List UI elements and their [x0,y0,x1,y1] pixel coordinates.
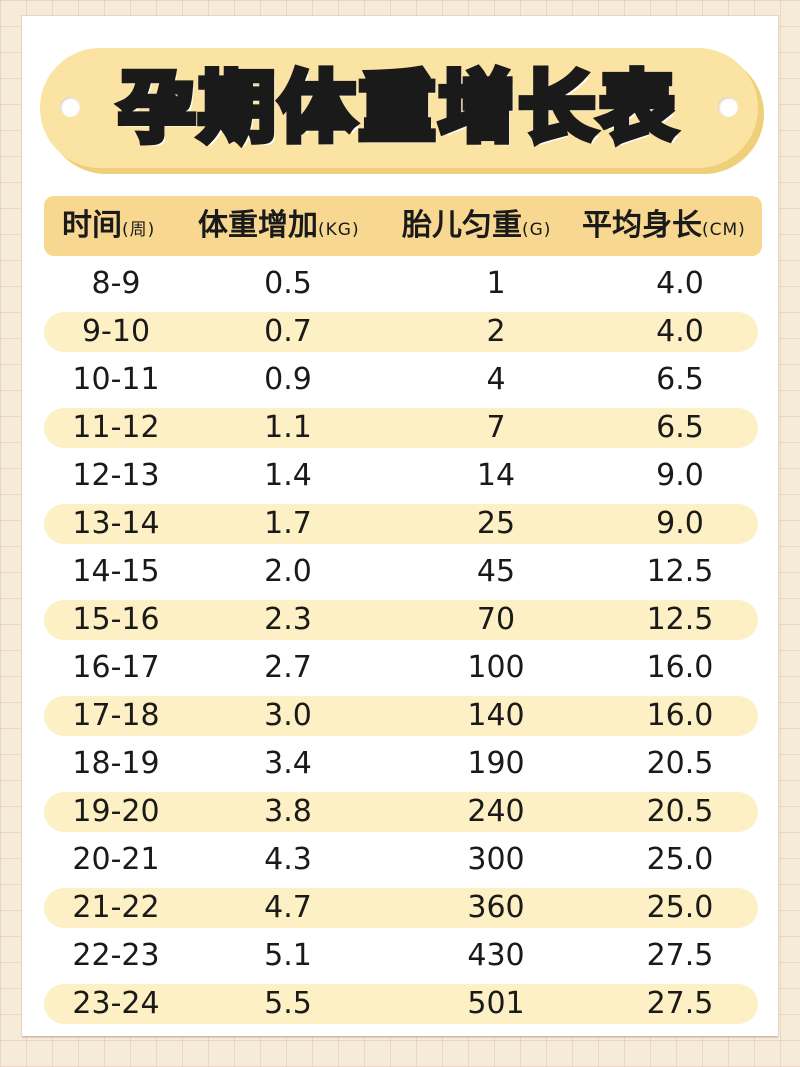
avg-length-cell: 25.0 [646,842,714,877]
avg-length-cell: 16.0 [646,650,714,685]
fetal-weight-cell: 430 [467,938,525,973]
header-fetal-weight: 胎儿匀重(G) [402,196,551,256]
weight-gain-cell: 3.4 [264,746,312,781]
header-week-unit: (周) [122,220,156,240]
avg-length-cell: 4.0 [656,266,704,301]
fetal-weight-cell: 190 [467,746,525,781]
weight-gain-cell: 1.7 [264,506,312,541]
weight-gain-cell: 3.0 [264,698,312,733]
header-avg-length-unit: (CM) [702,220,746,240]
fetal-weight-cell: 7 [486,410,506,445]
weight-gain-cell: 2.0 [264,554,312,589]
weight-gain-cell: 2.7 [264,650,312,685]
table-row: 15-16 2.3 70 12.5 [44,600,758,640]
avg-length-cell: 6.5 [656,362,704,397]
week-cell: 20-21 [72,842,160,877]
fetal-weight-cell: 360 [467,890,525,925]
table-row: 23-24 5.5 501 27.5 [44,984,758,1024]
weight-gain-cell: 0.7 [264,314,312,349]
table-row: 13-14 1.7 25 9.0 [44,504,758,544]
week-cell: 22-23 [72,938,160,973]
banner-hole-left-icon [60,97,80,117]
weight-gain-cell: 1.1 [264,410,312,445]
weight-gain-cell: 3.8 [264,794,312,829]
weight-gain-cell: 0.9 [264,362,312,397]
header-weight-gain-unit: (KG) [318,220,360,240]
header-fetal-weight-unit: (G) [522,220,552,240]
header-week-label: 时间 [62,208,122,243]
table-header: 时间(周) 体重增加(KG) 胎儿匀重(G) 平均身长(CM) [44,196,762,256]
header-fetal-weight-label: 胎儿匀重 [402,208,522,243]
avg-length-cell: 27.5 [646,986,714,1021]
avg-length-cell: 4.0 [656,314,704,349]
fetal-weight-cell: 501 [467,986,525,1021]
fetal-weight-cell: 14 [476,458,516,493]
header-avg-length-label: 平均身长 [582,208,702,243]
weight-gain-cell: 1.4 [264,458,312,493]
avg-length-cell: 12.5 [646,554,714,589]
avg-length-cell: 25.0 [646,890,714,925]
table-row: 9-10 0.7 2 4.0 [44,312,758,352]
week-cell: 21-22 [72,890,160,925]
week-cell: 13-14 [72,506,160,541]
weight-gain-cell: 4.7 [264,890,312,925]
table-row: 17-18 3.0 140 16.0 [44,696,758,736]
table-row: 16-17 2.7 100 16.0 [44,648,758,688]
fetal-weight-cell: 240 [467,794,525,829]
week-cell: 18-19 [72,746,160,781]
fetal-weight-cell: 25 [476,506,516,541]
weight-gain-cell: 4.3 [264,842,312,877]
avg-length-cell: 20.5 [646,746,714,781]
header-week: 时间(周) [62,196,155,256]
week-cell: 9-10 [81,314,151,349]
week-cell: 10-11 [72,362,160,397]
header-weight-gain-label: 体重增加 [198,208,318,243]
table-row: 19-20 3.8 240 20.5 [44,792,758,832]
avg-length-cell: 9.0 [656,458,704,493]
weight-gain-cell: 2.3 [264,602,312,637]
page-title: 孕期体重增长表 [116,60,679,156]
avg-length-cell: 12.5 [646,602,714,637]
table-row: 21-22 4.7 360 25.0 [44,888,758,928]
weight-gain-cell: 5.1 [264,938,312,973]
table-row: 11-12 1.1 7 6.5 [44,408,758,448]
table-row: 18-19 3.4 190 20.5 [44,744,758,784]
weight-gain-cell: 5.5 [264,986,312,1021]
banner-hole-right-icon [718,97,738,117]
fetal-weight-cell: 2 [486,314,506,349]
week-cell: 17-18 [72,698,160,733]
fetal-weight-cell: 140 [467,698,525,733]
table-row: 20-21 4.3 300 25.0 [44,840,758,880]
weight-gain-cell: 0.5 [264,266,312,301]
week-cell: 12-13 [72,458,160,493]
table-row: 10-11 0.9 4 6.5 [44,360,758,400]
header-avg-length: 平均身长(CM) [582,196,746,256]
fetal-weight-cell: 70 [476,602,516,637]
avg-length-cell: 20.5 [646,794,714,829]
fetal-weight-cell: 1 [486,266,506,301]
avg-length-cell: 6.5 [656,410,704,445]
fetal-weight-cell: 100 [467,650,525,685]
week-cell: 23-24 [72,986,160,1021]
table-row: 14-15 2.0 45 12.5 [44,552,758,592]
week-cell: 16-17 [72,650,160,685]
avg-length-cell: 9.0 [656,506,704,541]
table-row: 12-13 1.4 14 9.0 [44,456,758,496]
fetal-weight-cell: 4 [486,362,506,397]
title-banner: 孕期体重增长表 [40,48,758,168]
week-cell: 19-20 [72,794,160,829]
week-cell: 14-15 [72,554,160,589]
avg-length-cell: 27.5 [646,938,714,973]
week-cell: 15-16 [72,602,160,637]
fetal-weight-cell: 300 [467,842,525,877]
avg-length-cell: 16.0 [646,698,714,733]
week-cell: 8-9 [91,266,141,301]
week-cell: 11-12 [72,410,160,445]
table-row: 22-23 5.1 430 27.5 [44,936,758,976]
fetal-weight-cell: 45 [476,554,516,589]
table-row: 8-9 0.5 1 4.0 [44,264,758,304]
header-weight-gain: 体重增加(KG) [198,196,360,256]
